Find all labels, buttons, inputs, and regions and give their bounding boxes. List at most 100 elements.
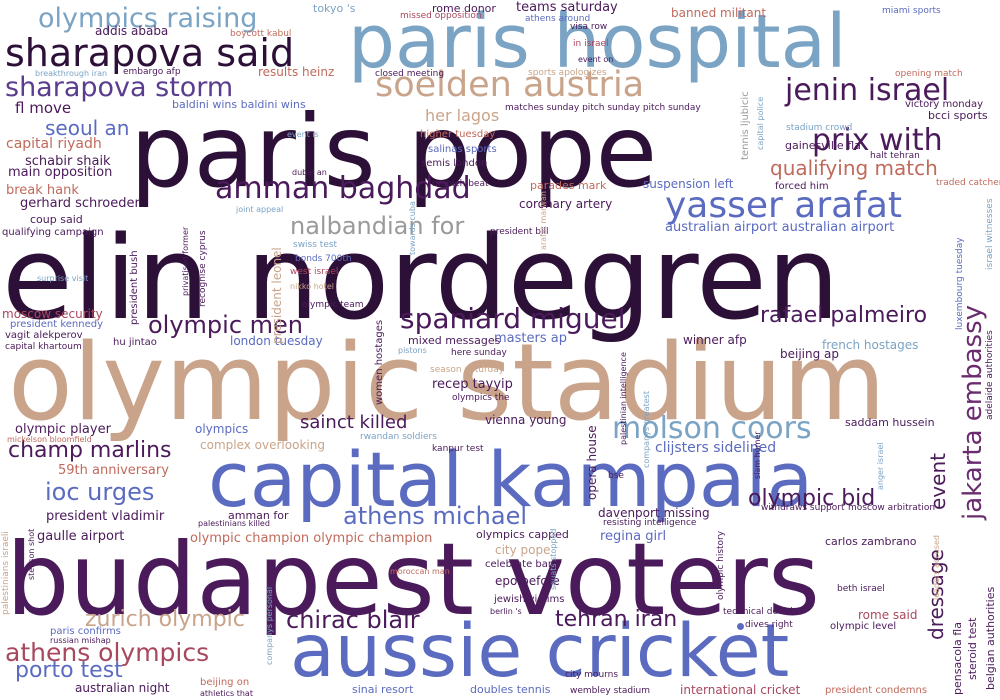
word: athens olympics (5, 638, 210, 667)
word: towards cuba (408, 201, 417, 255)
word: resisting intelligence (603, 518, 697, 528)
word: budapest voters (6, 521, 821, 638)
word: coup said (30, 213, 83, 226)
word: closed meeting (375, 69, 445, 79)
word: teams saturday (516, 0, 618, 15)
word: israel witnesses (985, 198, 995, 270)
word: sharapova said (5, 31, 295, 75)
word: amman for (228, 509, 289, 522)
word: olympics raising (38, 3, 258, 34)
word: mickelson bloomfield (7, 435, 92, 444)
word: olympic history (716, 530, 726, 600)
word: capital police (756, 96, 765, 150)
word: sports apologizes (528, 68, 607, 78)
word: spaniard miguel (400, 302, 626, 335)
word: olympic player (15, 422, 111, 437)
word: embargo afp (123, 67, 181, 77)
word: sinai resort (352, 683, 414, 696)
word: opening match (895, 69, 963, 79)
word: palestinians killed (198, 519, 270, 528)
word: australian airport australian airport (665, 220, 895, 235)
word: tokyo 's (313, 2, 356, 15)
word: seoul an (45, 116, 130, 140)
word: jakarta embassy (958, 304, 988, 520)
word: beijing ap (780, 347, 840, 361)
word: porto test (15, 658, 123, 683)
word: australian night (75, 681, 170, 695)
word: president bush (129, 250, 140, 325)
word: breakthrough iran (35, 69, 108, 78)
word: technical decision (723, 607, 804, 617)
word: berlin 's (490, 607, 522, 616)
word: steroid test (966, 617, 979, 680)
word: elin nordegren (2, 212, 840, 346)
word: dubai an (292, 168, 327, 177)
word: russian mishap (50, 636, 111, 645)
word: international cricket (680, 683, 801, 697)
word: qualifying campaign (2, 227, 104, 238)
word: recognise cyprus (198, 230, 208, 307)
word: higher tuesday (420, 129, 496, 140)
word: boycott kabul (230, 29, 292, 39)
word: athens around (525, 14, 591, 24)
word: traded catcher (936, 178, 1000, 188)
word: sainct killed (300, 412, 408, 433)
word: opera house (585, 425, 599, 500)
word: halt tehran (870, 151, 920, 161)
word: olympic level (830, 621, 897, 632)
word: bcci sports (928, 109, 988, 122)
word: visa row (570, 22, 608, 32)
word: city pope (495, 543, 551, 557)
word: pistons (398, 346, 427, 355)
word: banned militant (671, 6, 767, 20)
word: withdraws support (761, 503, 845, 513)
word: palestinians israeli (1, 531, 11, 615)
word: anger israel (876, 442, 885, 490)
word: champ marlins (8, 438, 172, 463)
word: city mourns (565, 670, 619, 680)
word: olympic bid (748, 486, 876, 511)
word: prix with (812, 123, 943, 158)
word: palestinian intelligence (619, 352, 628, 445)
word: capital khartoum (5, 342, 82, 352)
word: gainesville fla (785, 139, 861, 152)
word: slam homer (753, 431, 762, 479)
word: baldini wins baldini wins (172, 98, 306, 111)
word: yasser arafat (665, 185, 903, 226)
word: companys personal (265, 586, 274, 665)
word: rome donor (432, 2, 496, 15)
word: fl move (15, 99, 72, 117)
word: stenson shot (27, 528, 36, 580)
word: bse (608, 471, 624, 481)
word: mixed messages (408, 334, 501, 347)
word: coronary artery (519, 197, 613, 211)
word: bonds 700th (295, 254, 352, 264)
word: tennis ljubicic (740, 91, 751, 160)
word: season saturday (430, 365, 505, 375)
word: belgian authorities (984, 586, 997, 690)
word: her lagos (425, 106, 500, 125)
word: victory monday (905, 99, 984, 110)
word: complex overlooking (200, 438, 325, 452)
word: chirac blair (286, 606, 420, 634)
word: beijing on (200, 677, 250, 688)
word: jewish victims (494, 594, 565, 605)
word: matches sunday pitch sunday pitch sunday (505, 103, 701, 113)
word: privatised former (181, 226, 190, 296)
word: davenport missing (598, 506, 710, 520)
word: athletics that (200, 689, 253, 698)
word: results heinz (258, 65, 335, 79)
word: hu jintao (113, 337, 157, 348)
word: suspension left (643, 177, 734, 191)
word: capital kampala (208, 435, 814, 524)
word: olympics (195, 422, 249, 436)
word: event on (578, 55, 614, 64)
word: surprise visit (37, 274, 89, 283)
word: carlos zambrano (825, 535, 917, 548)
word: nalbandian for (290, 212, 465, 240)
word: dives right (745, 620, 793, 630)
word: leaders accused (932, 535, 941, 600)
word: olympic men (148, 311, 304, 339)
word: in israel (573, 39, 609, 49)
word: winner afp (683, 333, 747, 347)
